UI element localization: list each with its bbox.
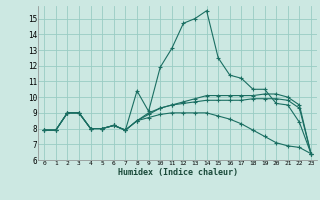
X-axis label: Humidex (Indice chaleur): Humidex (Indice chaleur) (118, 168, 238, 177)
